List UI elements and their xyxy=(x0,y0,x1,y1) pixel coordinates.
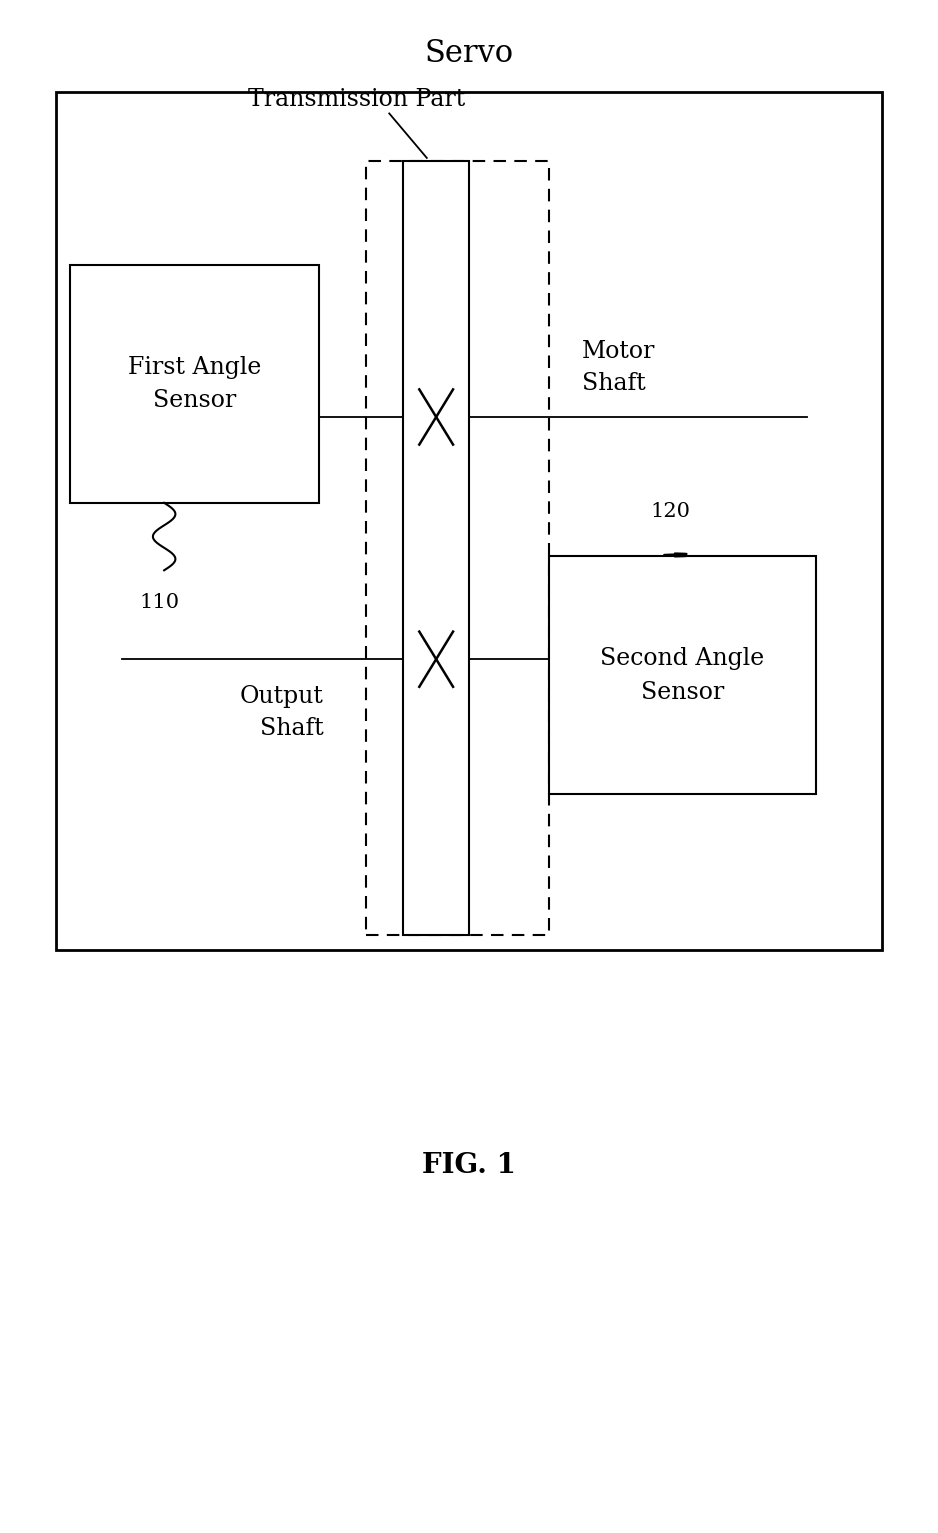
Text: Output
Shaft: Output Shaft xyxy=(240,685,324,740)
Text: 110: 110 xyxy=(140,593,179,612)
Text: Motor
Shaft: Motor Shaft xyxy=(582,340,655,396)
Text: FIG. 1: FIG. 1 xyxy=(422,1151,516,1179)
Text: First Angle
Sensor: First Angle Sensor xyxy=(128,356,262,412)
Bar xyxy=(403,161,469,935)
Bar xyxy=(549,556,816,794)
Text: Servo: Servo xyxy=(424,38,514,69)
Bar xyxy=(70,265,319,503)
Bar xyxy=(366,161,549,935)
Bar xyxy=(56,92,882,950)
Text: Transmission Part: Transmission Part xyxy=(248,87,465,112)
Text: 120: 120 xyxy=(651,503,690,521)
Text: Second Angle
Sensor: Second Angle Sensor xyxy=(600,647,764,704)
